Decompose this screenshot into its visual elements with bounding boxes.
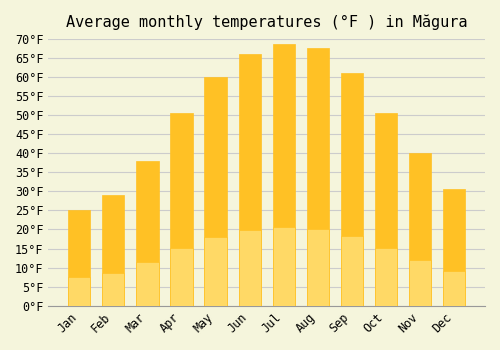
Bar	[409, 153, 431, 306]
Bar	[204, 237, 227, 306]
Bar	[272, 228, 295, 306]
Bar	[443, 189, 465, 306]
Bar	[136, 262, 158, 306]
Bar	[136, 161, 158, 306]
Bar	[170, 248, 192, 306]
Bar	[238, 230, 260, 306]
Bar	[68, 277, 90, 306]
Bar	[306, 48, 329, 306]
Bar	[375, 113, 397, 306]
Bar	[341, 73, 363, 306]
Bar	[170, 113, 192, 306]
Bar	[443, 271, 465, 306]
Bar	[68, 210, 90, 306]
Bar	[409, 260, 431, 306]
Bar	[306, 229, 329, 306]
Bar	[238, 54, 260, 306]
Bar	[341, 236, 363, 306]
Bar	[102, 195, 124, 306]
Bar	[272, 44, 295, 306]
Bar	[102, 273, 124, 306]
Bar	[375, 248, 397, 306]
Title: Average monthly temperatures (°F ) in Măgura: Average monthly temperatures (°F ) in Mă…	[66, 15, 468, 30]
Bar	[204, 77, 227, 306]
